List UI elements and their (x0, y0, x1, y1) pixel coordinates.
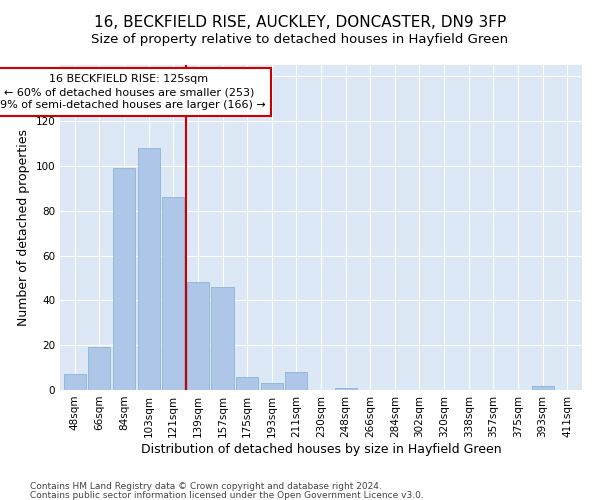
Bar (137, 148, 160, 390)
Bar (187, 282, 209, 390)
Bar (335, 388, 357, 390)
Text: 16 BECKFIELD RISE: 125sqm
← 60% of detached houses are smaller (253)
39% of semi: 16 BECKFIELD RISE: 125sqm ← 60% of detac… (0, 74, 265, 110)
Text: Size of property relative to detached houses in Hayfield Green: Size of property relative to detached ho… (91, 32, 509, 46)
Bar (532, 386, 554, 390)
Bar (64, 374, 86, 390)
Bar (260, 384, 283, 390)
Text: 16, BECKFIELD RISE, AUCKLEY, DONCASTER, DN9 3FP: 16, BECKFIELD RISE, AUCKLEY, DONCASTER, … (94, 15, 506, 30)
Bar (113, 168, 135, 390)
Text: Contains HM Land Registry data © Crown copyright and database right 2024.: Contains HM Land Registry data © Crown c… (30, 482, 382, 491)
Bar (236, 376, 258, 390)
Bar (285, 372, 307, 390)
X-axis label: Distribution of detached houses by size in Hayfield Green: Distribution of detached houses by size … (140, 442, 502, 456)
Text: Contains public sector information licensed under the Open Government Licence v3: Contains public sector information licen… (30, 490, 424, 500)
Bar (162, 197, 184, 390)
Bar (88, 348, 110, 390)
Bar (211, 287, 233, 390)
Y-axis label: Number of detached properties: Number of detached properties (17, 129, 30, 326)
